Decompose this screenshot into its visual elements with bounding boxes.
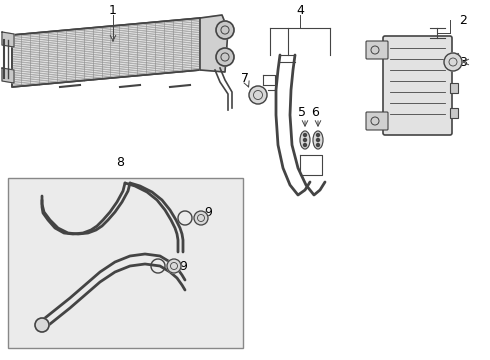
Circle shape [194,211,208,225]
Bar [450,108,458,118]
Polygon shape [200,15,228,72]
Circle shape [444,53,462,71]
Text: 3: 3 [459,55,467,68]
Ellipse shape [300,131,310,149]
Text: 7: 7 [241,72,249,85]
Text: 8: 8 [116,156,124,168]
Text: 6: 6 [311,105,319,118]
Circle shape [317,139,319,141]
FancyBboxPatch shape [366,112,388,130]
Circle shape [317,134,319,136]
Text: 1: 1 [109,4,117,17]
Bar [450,83,458,93]
Text: 4: 4 [296,4,304,17]
FancyBboxPatch shape [366,41,388,59]
FancyBboxPatch shape [383,36,452,135]
Circle shape [167,259,181,273]
Circle shape [303,144,307,147]
Circle shape [249,86,267,104]
Circle shape [35,318,49,332]
Polygon shape [2,32,14,47]
Bar [450,53,458,63]
Bar [8,178,243,348]
Polygon shape [2,68,14,83]
Circle shape [216,48,234,66]
Polygon shape [12,18,200,87]
Text: 9: 9 [179,260,187,273]
Text: 5: 5 [298,105,306,118]
Text: 9: 9 [204,206,212,219]
Circle shape [303,139,307,141]
Circle shape [216,21,234,39]
Ellipse shape [313,131,323,149]
Circle shape [303,134,307,136]
Circle shape [317,144,319,147]
Text: 2: 2 [459,14,467,27]
